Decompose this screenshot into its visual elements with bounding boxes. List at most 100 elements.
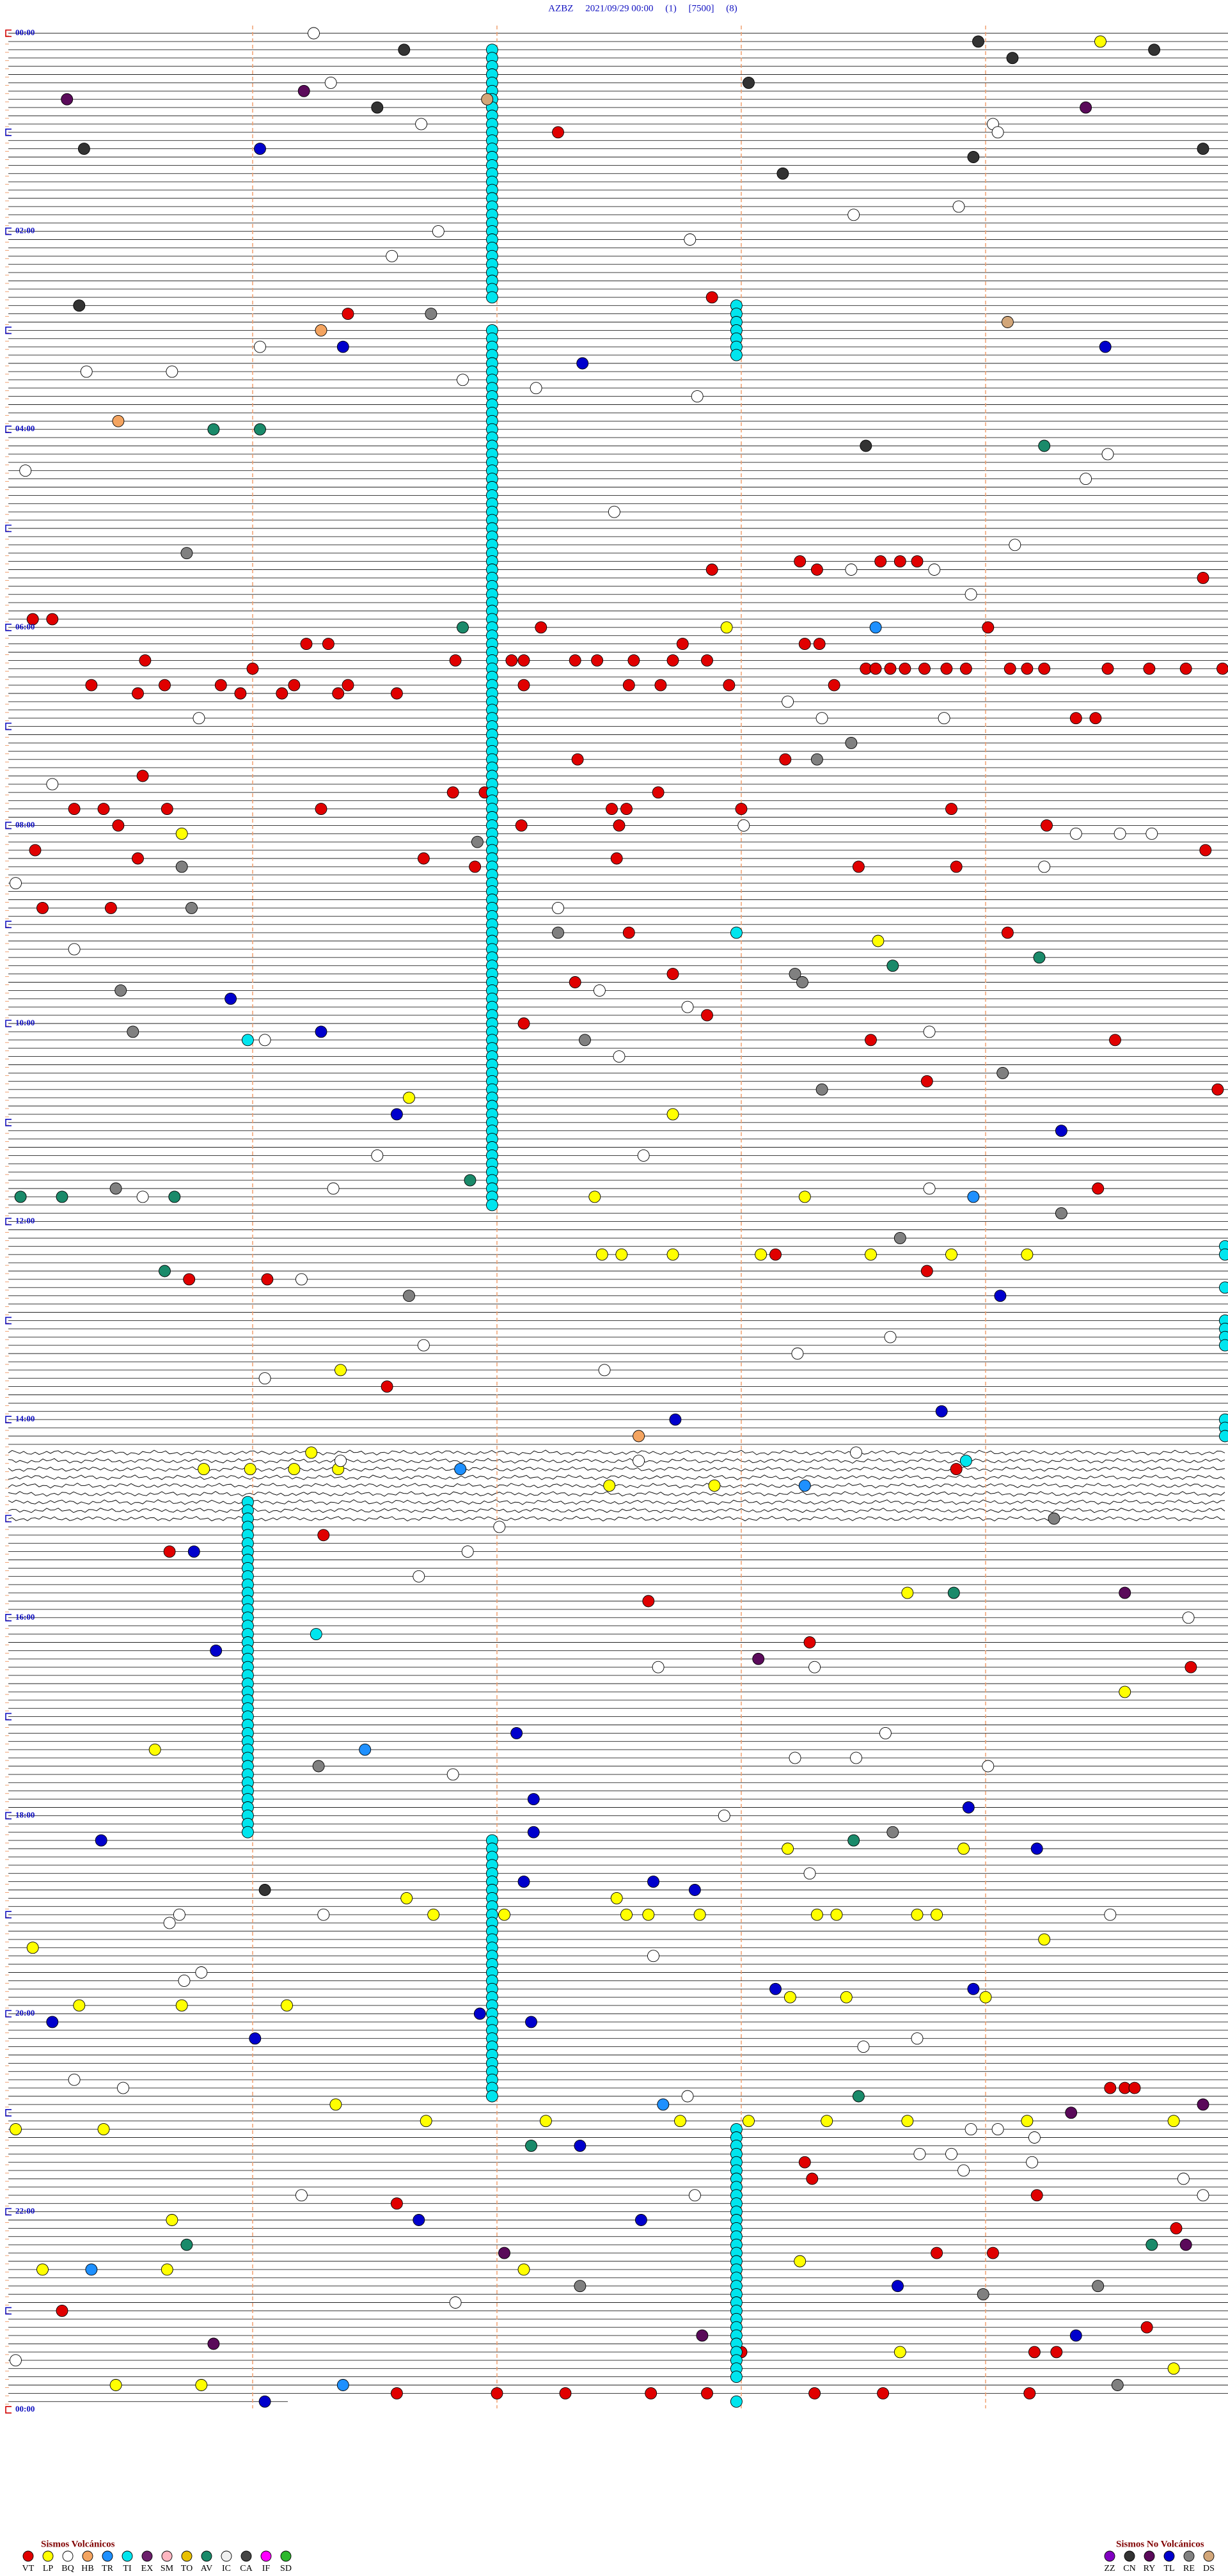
event-marker xyxy=(530,382,542,395)
event-marker xyxy=(676,638,689,651)
event-marker xyxy=(850,1446,862,1459)
legend-marker xyxy=(82,2550,93,2562)
event-marker xyxy=(1021,2115,1034,2128)
event-marker xyxy=(769,1248,782,1261)
event-marker xyxy=(872,935,885,947)
hour-marker xyxy=(5,624,12,631)
event-marker xyxy=(214,679,227,691)
event-marker xyxy=(569,976,581,988)
chart-title: AZBZ 2021/09/29 00:00 (1) [7500] (8) xyxy=(548,3,737,13)
event-marker xyxy=(1218,1248,1228,1261)
event-marker xyxy=(945,1248,957,1261)
event-marker xyxy=(830,1908,843,1921)
legend-label: ZZ xyxy=(1104,2564,1115,2573)
event-marker xyxy=(810,1908,823,1921)
event-marker xyxy=(1055,1207,1067,1220)
event-marker xyxy=(886,1826,899,1838)
event-marker xyxy=(234,687,247,700)
event-marker xyxy=(931,2247,943,2259)
event-marker xyxy=(613,1050,626,1063)
event-marker xyxy=(622,926,635,939)
legend-label: TO xyxy=(181,2564,193,2573)
event-marker xyxy=(705,564,718,576)
event-marker xyxy=(46,778,59,791)
traces xyxy=(5,26,1228,2414)
event-marker xyxy=(258,1372,271,1385)
event-marker xyxy=(175,1999,188,2012)
event-marker xyxy=(574,2139,586,2152)
event-marker xyxy=(911,2032,924,2045)
legend-marker xyxy=(1203,2550,1215,2562)
event-marker xyxy=(517,654,530,667)
event-marker xyxy=(288,1463,301,1476)
event-marker xyxy=(879,1727,892,1739)
event-marker xyxy=(996,1066,1009,1079)
event-marker xyxy=(26,613,39,626)
event-marker xyxy=(1182,1611,1195,1624)
event-marker xyxy=(317,1529,330,1542)
event-marker xyxy=(1089,712,1102,725)
legend-marker xyxy=(221,2550,232,2562)
legend-label: IC xyxy=(222,2564,231,2573)
time-label: 08:00 xyxy=(15,819,35,829)
event-marker xyxy=(1021,1248,1034,1261)
trace-noise xyxy=(8,1515,1225,1522)
event-marker xyxy=(469,860,482,873)
legend-title: Sismos No Volcánicos xyxy=(1116,2539,1204,2549)
event-marker xyxy=(415,118,428,130)
event-marker xyxy=(457,374,469,386)
time-label: 00:00 xyxy=(15,28,35,37)
hour-marker xyxy=(5,1515,12,1522)
event-marker xyxy=(1023,2387,1036,2399)
event-marker xyxy=(652,786,665,799)
event-marker xyxy=(923,1182,936,1195)
event-marker xyxy=(112,415,125,427)
event-marker xyxy=(327,1182,340,1195)
event-marker xyxy=(413,2214,425,2226)
event-marker xyxy=(97,2123,110,2136)
hour-marker xyxy=(5,722,12,731)
event-marker xyxy=(1080,473,1092,486)
event-marker xyxy=(620,803,633,816)
event-marker xyxy=(446,786,459,799)
event-marker xyxy=(798,1479,811,1492)
event-marker xyxy=(300,638,313,651)
hour-marker xyxy=(5,1712,12,1721)
event-marker xyxy=(982,621,995,634)
event-marker xyxy=(701,2387,713,2399)
event-marker xyxy=(791,1347,804,1360)
event-marker xyxy=(1001,316,1014,328)
event-marker xyxy=(297,84,310,97)
event-marker xyxy=(449,2296,462,2309)
event-marker xyxy=(681,1000,694,1013)
event-marker xyxy=(701,654,713,667)
event-marker xyxy=(918,662,931,675)
hour-marker xyxy=(5,1416,12,1423)
hour-marker xyxy=(5,1812,12,1820)
legend-label: LP xyxy=(43,2564,54,2573)
trace-noise xyxy=(8,1450,1225,1456)
event-marker xyxy=(464,1174,476,1187)
trace-noise xyxy=(8,1490,1225,1497)
event-marker xyxy=(517,679,530,691)
event-marker xyxy=(498,1908,510,1921)
event-marker xyxy=(803,1867,816,1880)
event-marker xyxy=(845,736,858,749)
event-marker xyxy=(979,1991,992,2003)
event-marker xyxy=(185,901,198,914)
event-marker xyxy=(1065,2106,1078,2119)
event-marker xyxy=(371,1149,384,1162)
event-marker xyxy=(61,93,74,106)
event-marker xyxy=(666,654,679,667)
event-marker xyxy=(449,654,462,667)
event-marker xyxy=(246,662,259,675)
event-marker xyxy=(847,209,860,221)
legend-label: CN xyxy=(1123,2564,1135,2573)
event-marker xyxy=(525,2016,537,2028)
event-marker xyxy=(454,1463,467,1476)
event-marker xyxy=(642,1908,655,1921)
event-marker xyxy=(962,1801,975,1813)
event-marker xyxy=(336,2379,349,2391)
event-marker xyxy=(485,291,498,304)
event-marker xyxy=(608,505,620,518)
